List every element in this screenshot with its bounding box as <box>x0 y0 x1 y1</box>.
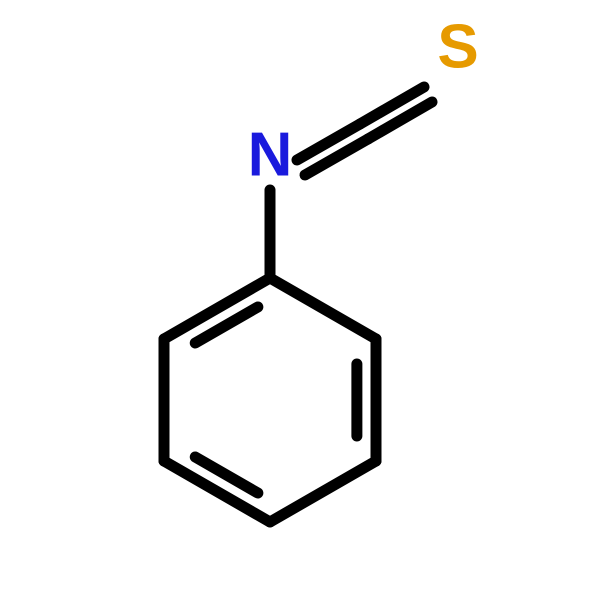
atom-layer: NS <box>248 13 479 190</box>
bond-layer <box>164 87 432 522</box>
atom-label-s: S <box>437 13 478 82</box>
ring-bond <box>270 278 376 339</box>
ring-bond <box>270 461 376 522</box>
molecule-diagram: NS <box>0 0 600 600</box>
atom-label-n: N <box>248 121 293 190</box>
